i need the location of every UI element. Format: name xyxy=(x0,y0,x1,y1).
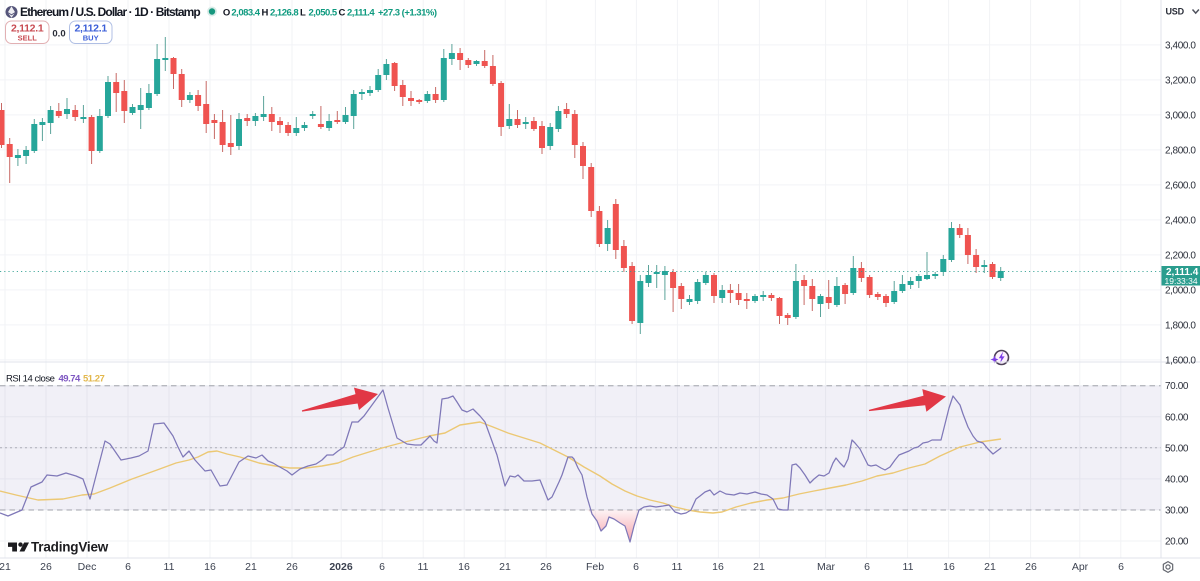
svg-text:3,400.0: 3,400.0 xyxy=(1165,40,1196,51)
svg-text:Mar: Mar xyxy=(817,561,836,573)
svg-text:RSI 14 close: RSI 14 close xyxy=(6,374,55,385)
svg-text:2,112.1: 2,112.1 xyxy=(11,23,44,35)
svg-text:6: 6 xyxy=(864,561,870,573)
svg-text:2,111.4: 2,111.4 xyxy=(1166,267,1199,278)
svg-text:O: O xyxy=(223,8,230,19)
svg-text:2026: 2026 xyxy=(329,561,353,573)
svg-text:40.00: 40.00 xyxy=(1165,474,1189,485)
svg-text:21: 21 xyxy=(753,561,765,573)
svg-text:Apr: Apr xyxy=(1072,561,1089,573)
svg-text:2,400.0: 2,400.0 xyxy=(1165,215,1196,226)
svg-text:26: 26 xyxy=(40,561,52,573)
svg-text:50.00: 50.00 xyxy=(1165,443,1189,454)
svg-text:49.74: 49.74 xyxy=(59,374,81,385)
svg-text:2,112.1: 2,112.1 xyxy=(75,23,108,35)
svg-text:11: 11 xyxy=(164,561,175,573)
svg-text:60.00: 60.00 xyxy=(1165,412,1189,423)
svg-text:2,600.0: 2,600.0 xyxy=(1165,180,1196,191)
svg-text:Ethereum / U.S. Dollar · 1D ·: Ethereum / U.S. Dollar · 1D · Bitstamp xyxy=(20,5,200,19)
svg-text:20.00: 20.00 xyxy=(1165,537,1189,548)
svg-text:3,200.0: 3,200.0 xyxy=(1165,75,1196,86)
svg-text:2,200.0: 2,200.0 xyxy=(1165,250,1196,261)
svg-text:1,800.0: 1,800.0 xyxy=(1165,320,1196,331)
svg-text:2,111.4: 2,111.4 xyxy=(347,8,375,19)
svg-text:26: 26 xyxy=(1025,561,1037,573)
svg-text:6: 6 xyxy=(1118,561,1124,573)
svg-text:16: 16 xyxy=(712,561,724,573)
svg-text:2,126.8: 2,126.8 xyxy=(270,8,298,19)
svg-text:51.27: 51.27 xyxy=(83,374,104,385)
svg-text:3,000.0: 3,000.0 xyxy=(1165,110,1196,121)
svg-text:SELL: SELL xyxy=(18,34,38,43)
svg-text:16: 16 xyxy=(943,561,955,573)
svg-text:21: 21 xyxy=(499,561,511,573)
svg-text:30.00: 30.00 xyxy=(1165,506,1189,517)
svg-text:70.00: 70.00 xyxy=(1165,381,1189,392)
svg-text:2,083.4: 2,083.4 xyxy=(231,8,260,19)
svg-text:21: 21 xyxy=(245,561,257,573)
svg-text:2,000.0: 2,000.0 xyxy=(1165,285,1196,296)
svg-text:2,050.5: 2,050.5 xyxy=(309,8,338,19)
svg-text:6: 6 xyxy=(379,561,385,573)
svg-text:C: C xyxy=(339,8,346,19)
svg-text:BUY: BUY xyxy=(83,34,99,43)
svg-text:0.0: 0.0 xyxy=(52,29,65,40)
svg-text:21: 21 xyxy=(984,561,996,573)
svg-text:11: 11 xyxy=(418,561,429,573)
svg-text:19:33:34: 19:33:34 xyxy=(1165,276,1198,286)
svg-text:6: 6 xyxy=(125,561,131,573)
svg-text:USD: USD xyxy=(1166,7,1185,17)
svg-text:26: 26 xyxy=(540,561,552,573)
svg-text:26: 26 xyxy=(286,561,298,573)
svg-text:TradingView: TradingView xyxy=(31,540,109,555)
svg-text:16: 16 xyxy=(204,561,216,573)
svg-text:Feb: Feb xyxy=(586,561,604,573)
svg-text:1,600.0: 1,600.0 xyxy=(1165,355,1196,366)
svg-text:Dec: Dec xyxy=(78,561,97,573)
svg-text:L: L xyxy=(300,8,306,19)
svg-text:+27.3 (+1.31%): +27.3 (+1.31%) xyxy=(378,8,437,19)
svg-text:2,800.0: 2,800.0 xyxy=(1165,145,1196,156)
svg-text:11: 11 xyxy=(672,561,683,573)
svg-text:16: 16 xyxy=(458,561,470,573)
svg-text:6: 6 xyxy=(633,561,639,573)
svg-text:11: 11 xyxy=(903,561,914,573)
svg-text:21: 21 xyxy=(0,561,11,573)
svg-text:H: H xyxy=(262,8,269,19)
